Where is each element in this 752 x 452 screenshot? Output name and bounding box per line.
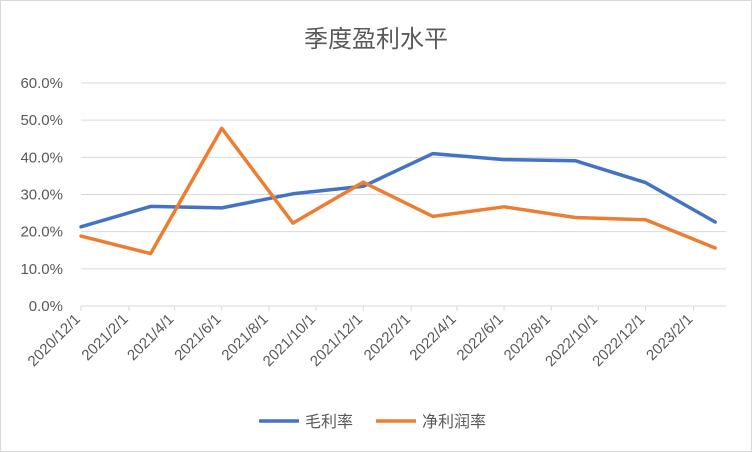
y-tick-label: 20.0% <box>20 224 63 241</box>
x-tick-label: 2021/4/1 <box>124 311 177 364</box>
legend-label: 毛利率 <box>305 412 353 431</box>
x-tick-label: 2022/4/1 <box>406 311 459 364</box>
series-line-2 <box>79 126 717 256</box>
y-tick-label: 0.0% <box>29 298 63 315</box>
series-line-1 <box>79 151 717 229</box>
series-lines <box>79 126 717 256</box>
x-tick-label: 2021/6/1 <box>171 311 224 364</box>
x-tick-label: 2022/2/1 <box>361 311 414 364</box>
x-tick-label: 2023/2/1 <box>643 311 696 364</box>
x-tick-label: 2020/12/1 <box>25 311 84 370</box>
chart-title: 季度盈利水平 <box>304 25 448 53</box>
y-tick-label: 50.0% <box>20 112 63 129</box>
x-axis-tick-labels: 2020/12/12021/2/12021/4/12021/6/12021/8/… <box>25 306 696 370</box>
legend-label: 净利润率 <box>422 412 486 431</box>
y-tick-label: 30.0% <box>20 187 63 204</box>
x-tick-label: 2022/6/1 <box>454 311 507 364</box>
grid-lines <box>81 82 726 307</box>
x-tick-label: 2021/2/1 <box>78 311 131 364</box>
y-tick-label: 40.0% <box>20 149 63 166</box>
y-axis-tick-labels: 0.0% 10.0% 20.0% 30.0% 40.0% 50.0% 60.0% <box>20 75 63 315</box>
y-tick-label: 10.0% <box>20 261 63 278</box>
y-tick-label: 60.0% <box>20 75 63 92</box>
legend: 毛利率 净利润率 <box>259 412 486 431</box>
